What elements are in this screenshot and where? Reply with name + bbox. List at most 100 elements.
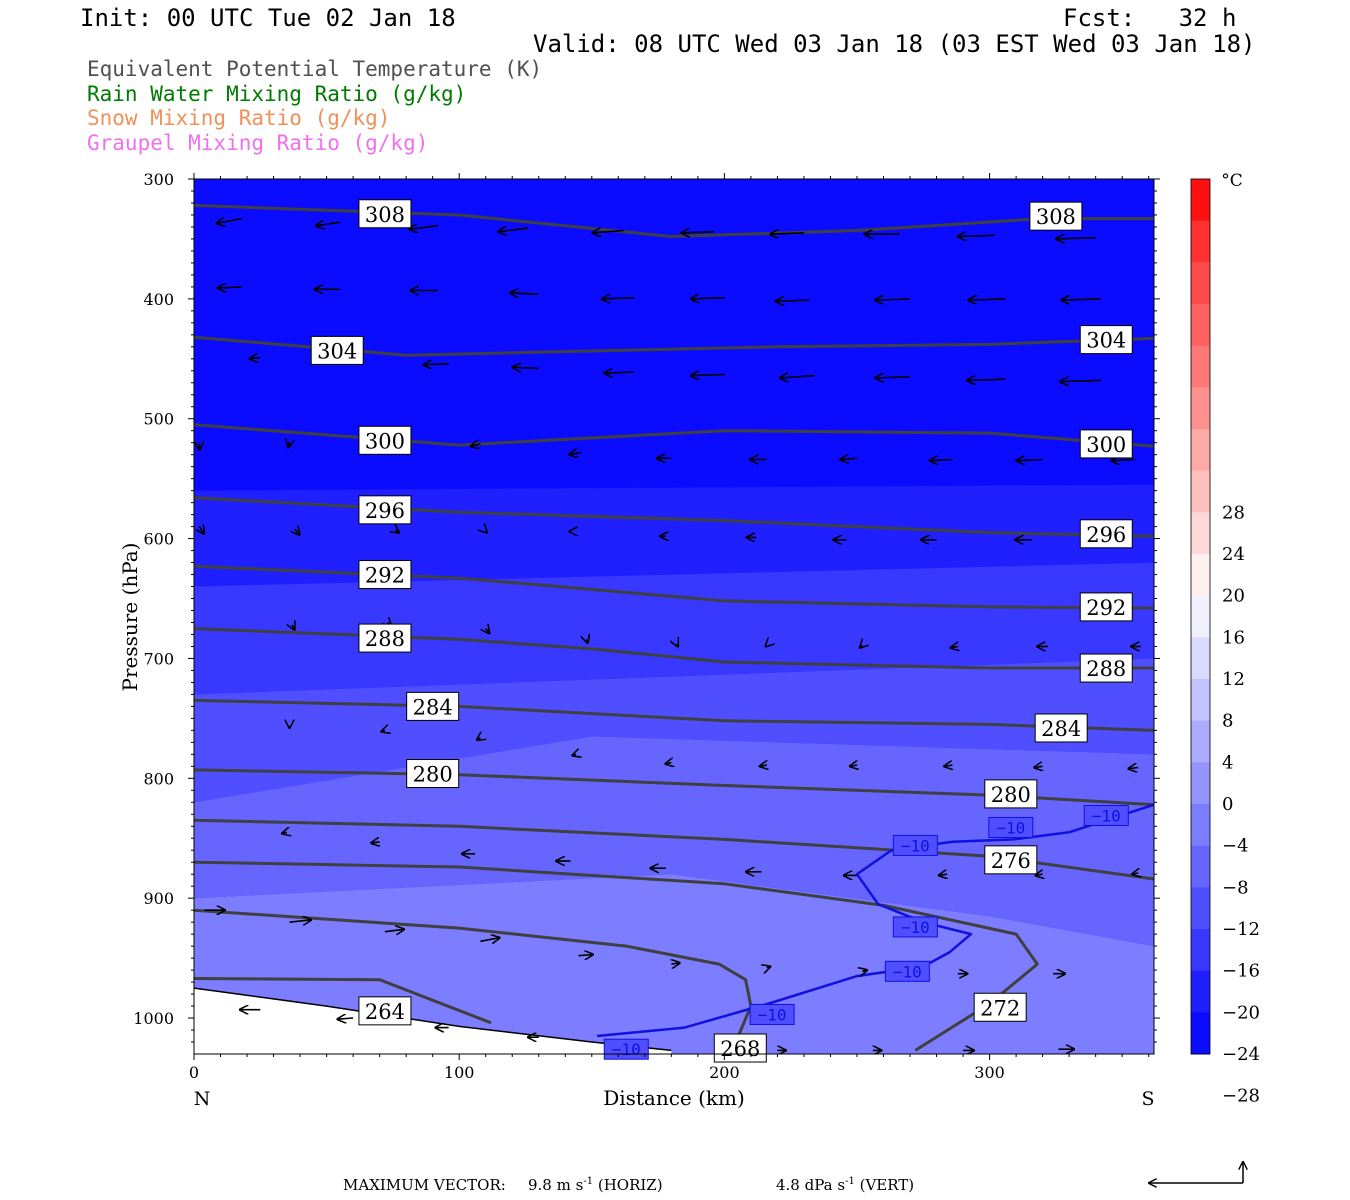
wind-vector: [780, 376, 815, 378]
theta-e-contour-label: 268: [720, 1037, 760, 1061]
wind-vector: [1016, 460, 1043, 461]
temperature-label-box: [988, 816, 1034, 838]
theta-e-contour-label: 304: [1086, 329, 1126, 353]
theta-e-label-box: [406, 691, 460, 721]
wind-vector: [681, 232, 714, 233]
theta-e-contour-line: [194, 768, 1154, 807]
theta-e-label-box: [1079, 325, 1133, 355]
colorbar-segment: [1191, 554, 1210, 597]
theta-e-label-box: [310, 335, 364, 365]
temperature-label-box: [884, 960, 930, 982]
colorbar-label: 24: [1222, 544, 1245, 565]
temperature-contour-label: −10: [1092, 806, 1121, 825]
colorbar-label: 4: [1222, 752, 1233, 773]
theta-e-contour-line: [194, 818, 1154, 881]
wind-vector: [384, 929, 404, 931]
theta-e-contour-label: 300: [1086, 433, 1126, 457]
theta-e-label-box: [1079, 519, 1133, 549]
temperature-contour-label: −10: [996, 818, 1025, 837]
wind-vector: [951, 647, 958, 648]
wind-vector: [776, 300, 810, 301]
wind-vector: [471, 444, 481, 446]
wind-vector: [968, 299, 1006, 300]
horiz-exponent: -1: [583, 1176, 594, 1187]
colorbar-label: −4: [1222, 836, 1249, 857]
colorbar-segment: [1191, 804, 1210, 847]
horiz-tag: (HORIZ): [597, 1176, 663, 1194]
theta-e-contour-label: 296: [1086, 523, 1126, 547]
theta-e-label-box: [973, 992, 1027, 1022]
temperature-contour-label: −10: [612, 1040, 641, 1059]
temperature-label-box: [892, 916, 938, 938]
colorbar-segment: [1191, 720, 1210, 763]
y-tick-label: 900: [143, 889, 174, 908]
legend-theta-e: Equivalent Potential Temperature (K): [87, 57, 543, 81]
temperature-band: [194, 179, 1154, 395]
wind-vector: [498, 228, 529, 232]
wind-vector: [840, 458, 858, 459]
theta-e-contour-label: 292: [1086, 596, 1126, 620]
temperature-contour-label: −10: [758, 1005, 787, 1024]
theta-e-label-box: [358, 199, 412, 229]
wind-vector: [1129, 768, 1139, 769]
colorbar-segment: [1191, 387, 1210, 430]
wind-vector: [671, 963, 679, 964]
colorbar-label: −20: [1222, 1002, 1260, 1023]
theta-e-label-box: [1029, 201, 1083, 231]
wind-vector: [338, 1018, 354, 1019]
wind-vector: [250, 358, 261, 359]
legend-rain-water: Rain Water Mixing Ratio (g/kg): [87, 82, 467, 106]
wind-vector: [665, 763, 671, 764]
wind-vector: [592, 231, 624, 233]
wind-vector: [512, 367, 539, 368]
x-tick-label: 0: [189, 1063, 199, 1082]
colorbar-label: 16: [1222, 627, 1245, 648]
colorbar-segment: [1191, 762, 1210, 805]
temperature-label-box: [749, 1003, 795, 1025]
x-axis-right-end-label: S: [1141, 1088, 1154, 1110]
theta-e-contour-line: [194, 977, 492, 1025]
temperature-contour-label: −10: [893, 962, 922, 981]
wind-vector: [409, 226, 439, 230]
theta-e-contour-line: [194, 627, 1154, 670]
wind-vector: [677, 644, 678, 646]
theta-e-label-box: [358, 996, 412, 1026]
theta-e-label-box: [358, 560, 412, 590]
colorbar-segment: [1191, 929, 1210, 972]
wind-vector: [875, 299, 911, 300]
y-tick-label: 1000: [133, 1009, 174, 1028]
colorbar-label: 28: [1222, 502, 1245, 523]
theta-e-label-box: [406, 759, 460, 789]
theta-e-label-box: [358, 425, 412, 455]
wind-vector: [292, 625, 294, 630]
contour-labels: 308 308 304 304 300 300 296 296 292 292 288 288 284 2…: [310, 199, 1133, 1063]
theta-e-contour-label: 308: [365, 203, 405, 227]
colorbar-segment: [1191, 304, 1210, 347]
temperature-band: [194, 562, 1154, 695]
wind-vector: [587, 639, 588, 643]
colorbar-segment: [1191, 595, 1210, 638]
theta-e-contour-label: 284: [413, 695, 453, 719]
theta-e-label-box: [358, 495, 412, 525]
wind-vector: [480, 938, 499, 942]
colorbar-segment: [1191, 429, 1210, 472]
theta-e-contour-label: 280: [413, 763, 453, 787]
colorbar-label: 12: [1222, 669, 1245, 690]
colorbar-segment: [1191, 845, 1210, 888]
y-tick-label: 700: [143, 649, 174, 668]
wind-vector: [760, 765, 767, 766]
theta-e-label-box: [984, 779, 1038, 809]
wind-vector: [1111, 460, 1136, 461]
temperature-label-box: [1083, 804, 1129, 826]
vector-scale-key: [1149, 1162, 1243, 1183]
wind-vector: [381, 730, 385, 731]
colorbar-segment: [1191, 637, 1210, 680]
colorbar-segment: [1191, 970, 1210, 1013]
colorbar-frame: [1190, 178, 1211, 1055]
theta-e-label-box: [1079, 653, 1133, 683]
wind-vector: [510, 293, 539, 294]
colorbar-segment: [1191, 1012, 1210, 1055]
x-axis-left-end-label: N: [194, 1088, 211, 1110]
wind-vector: [930, 460, 953, 461]
